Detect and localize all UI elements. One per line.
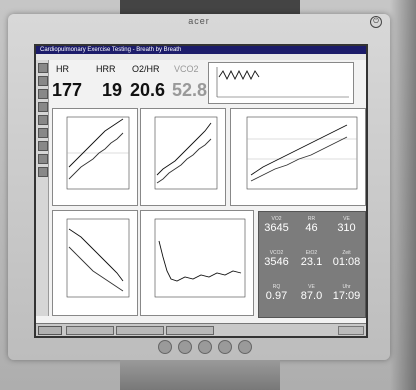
graph-panel-1 [52,108,138,206]
taskbar-item[interactable] [66,326,114,335]
stat-cell: Uhr 17:09 [332,284,361,302]
person-icon[interactable] [38,167,48,177]
taskbar [36,323,366,336]
graph-panel-4 [52,210,138,316]
tool-button[interactable] [38,76,48,86]
metric-label-o2hr: O2/HR [132,64,160,74]
monitor-button[interactable] [158,340,172,354]
stat-cell: RQ 0.97 [265,284,288,302]
graph-panel-2 [140,108,226,206]
metric-value-vco2: 52.8 [172,80,208,100]
metric-label-hrr: HRR [96,64,116,74]
metric-value-hrr: 19 [102,80,123,100]
taskbar-item[interactable] [116,326,164,335]
side-toolbar [36,60,49,316]
monitor-stand [120,360,280,390]
stat-cell: Zeit 01:08 [332,250,361,268]
stat-cell: VE 310 [337,216,356,234]
metric-value-hr: 177 [52,80,83,100]
monitor-button[interactable] [178,340,192,354]
waveform-panel [208,62,354,104]
system-tray [338,326,364,335]
menu-bar [36,54,366,60]
start-button[interactable] [38,326,62,335]
waveform-graph [216,67,349,98]
edge-shadow [390,0,416,390]
metric-label-vco2: VCO2 [174,64,199,74]
monitor-button[interactable] [238,340,252,354]
stats-grid: VO2 3645 RR 46 VE 310 VCO2 3546 EtO2 23.… [258,211,366,318]
tool-button[interactable] [38,141,48,151]
tool-button[interactable] [38,128,48,138]
taskbar-item[interactable] [166,326,214,335]
monitor-buttons [158,340,278,356]
metric-label-hr: HR [56,64,69,74]
tool-button[interactable] [38,102,48,112]
tool-button[interactable] [38,154,48,164]
tool-button[interactable] [38,89,48,99]
monitor: acer ⏻ Cardiopulmonary Exercise Testing … [8,14,390,360]
tool-button[interactable] [38,63,48,73]
background-object [120,0,300,16]
metric-value-o2hr: 20.6 [130,80,166,100]
screen: Cardiopulmonary Exercise Testing - Breat… [34,44,368,338]
stat-cell: VO2 3645 [264,216,289,234]
metrics-panel: HR HRR O2/HR VCO2 177 19 20.6 52.8 [50,62,207,104]
monitor-button[interactable] [198,340,212,354]
graph-panel-3 [230,108,366,206]
graph-panel-5 [140,210,254,316]
monitor-brand: acer [188,16,210,26]
power-icon[interactable]: ⏻ [370,16,382,28]
stat-cell: VCO2 3546 [264,250,289,268]
tool-button[interactable] [38,115,48,125]
stat-cell: VE 87.0 [300,284,323,302]
monitor-button[interactable] [218,340,232,354]
stat-cell: EtO2 23.1 [300,250,323,268]
window-title: Cardiopulmonary Exercise Testing - Breat… [36,46,366,54]
stat-cell: RR 46 [305,216,318,234]
